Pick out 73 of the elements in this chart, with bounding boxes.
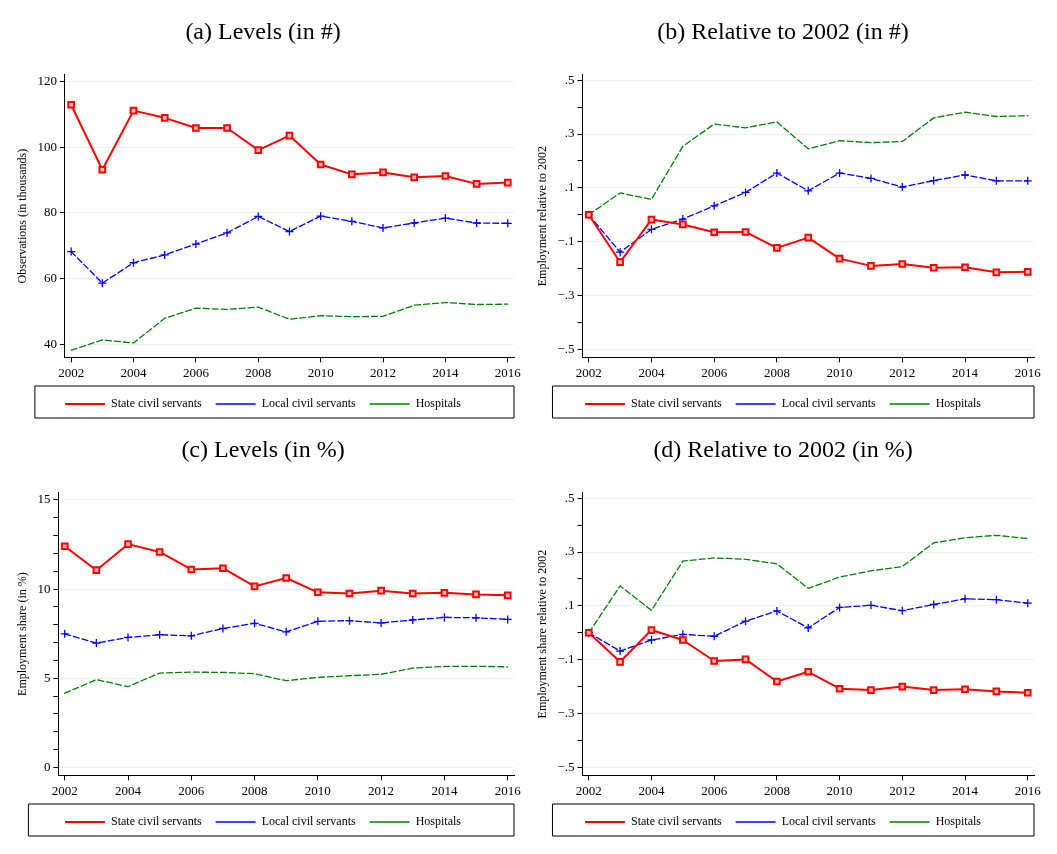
legend-label: Local civil servants [261, 396, 356, 411]
y-tick-label: 40 [43, 335, 57, 351]
x-tick-label: 2008 [245, 364, 272, 380]
x-tick-label: 2006 [182, 364, 210, 380]
y-axis-title: Employment relative to 2002 [535, 145, 550, 287]
x-tick-label: 2016 [494, 364, 522, 380]
x-tick-label: 2010 [304, 782, 331, 798]
y-tick-label: −.1 [557, 233, 575, 249]
chart-title: (b) Relative to 2002 (in #) [657, 17, 909, 44]
legend-label: Hospitals [935, 814, 982, 829]
y-tick-label: 5 [43, 669, 51, 685]
x-tick-label: 2008 [763, 782, 790, 798]
y-axis-title: Employment share relative to 2002 [535, 549, 550, 719]
legend-label: Local civil servants [781, 814, 876, 829]
x-tick-label: 2008 [241, 782, 268, 798]
y-axis-title: Observations (in thousands) [15, 148, 30, 284]
chart-title: (c) Levels (in %) [181, 435, 345, 462]
legend-label: Hospitals [935, 396, 982, 411]
legend-label: State civil servants [111, 814, 202, 829]
y-tick-label: 120 [37, 72, 57, 88]
x-tick-label: 2014 [952, 782, 979, 798]
y-tick-label: .5 [564, 489, 575, 505]
y-tick-label: 100 [37, 138, 57, 154]
x-tick-label: 2002 [51, 782, 78, 798]
y-tick-label: 15 [37, 491, 51, 507]
y-tick-label: .1 [564, 597, 575, 613]
y-axis-title: Employment share (in %) [15, 572, 30, 696]
x-tick-label: 2010 [826, 364, 853, 380]
x-tick-label: 2014 [432, 364, 459, 380]
x-tick-label: 2012 [889, 782, 916, 798]
x-tick-label: 2012 [370, 364, 397, 380]
x-tick-label: 2012 [368, 782, 395, 798]
x-tick-label: 2016 [1014, 782, 1042, 798]
legend-label: Local civil servants [781, 396, 876, 411]
y-tick-label: .5 [564, 71, 575, 87]
x-tick-label: 2016 [494, 782, 522, 798]
legend-label: State civil servants [111, 396, 202, 411]
legend-label: State civil servants [631, 814, 722, 829]
x-tick-label: 2004 [120, 364, 148, 380]
y-tick-label: −.5 [557, 758, 575, 774]
y-tick-label: 80 [43, 204, 57, 220]
y-tick-label: −.5 [557, 340, 575, 356]
y-tick-label: 0 [43, 758, 51, 774]
legend-label: Hospitals [415, 814, 462, 829]
legend-label: State civil servants [631, 396, 722, 411]
x-tick-label: 2010 [307, 364, 334, 380]
y-tick-label: .3 [564, 125, 575, 141]
x-tick-label: 2010 [826, 782, 853, 798]
x-tick-label: 2004 [638, 364, 665, 380]
x-tick-label: 2012 [889, 364, 916, 380]
x-tick-label: 2002 [575, 782, 602, 798]
y-tick-label: 60 [43, 269, 57, 285]
x-tick-label: 2002 [575, 364, 602, 380]
x-tick-label: 2014 [952, 364, 979, 380]
x-tick-label: 2016 [1014, 364, 1042, 380]
legend-label: Local civil servants [261, 814, 356, 829]
y-tick-label: .1 [564, 179, 575, 195]
y-tick-label: −.1 [557, 651, 575, 667]
x-tick-label: 2006 [178, 782, 205, 798]
legend-label: Hospitals [415, 396, 462, 411]
x-tick-label: 2002 [58, 364, 85, 380]
x-tick-label: 2006 [701, 782, 728, 798]
x-tick-label: 2006 [701, 364, 728, 380]
y-tick-label: −.3 [557, 704, 575, 720]
y-tick-label: .3 [564, 543, 575, 559]
x-tick-label: 2008 [763, 364, 790, 380]
x-tick-label: 2014 [431, 782, 458, 798]
x-tick-label: 2004 [638, 782, 665, 798]
y-tick-label: −.3 [557, 286, 575, 302]
y-tick-label: 10 [37, 580, 51, 596]
chart-title: (d) Relative to 2002 (in %) [653, 435, 913, 462]
chart-title: (a) Levels (in #) [185, 17, 341, 44]
x-tick-label: 2004 [115, 782, 142, 798]
